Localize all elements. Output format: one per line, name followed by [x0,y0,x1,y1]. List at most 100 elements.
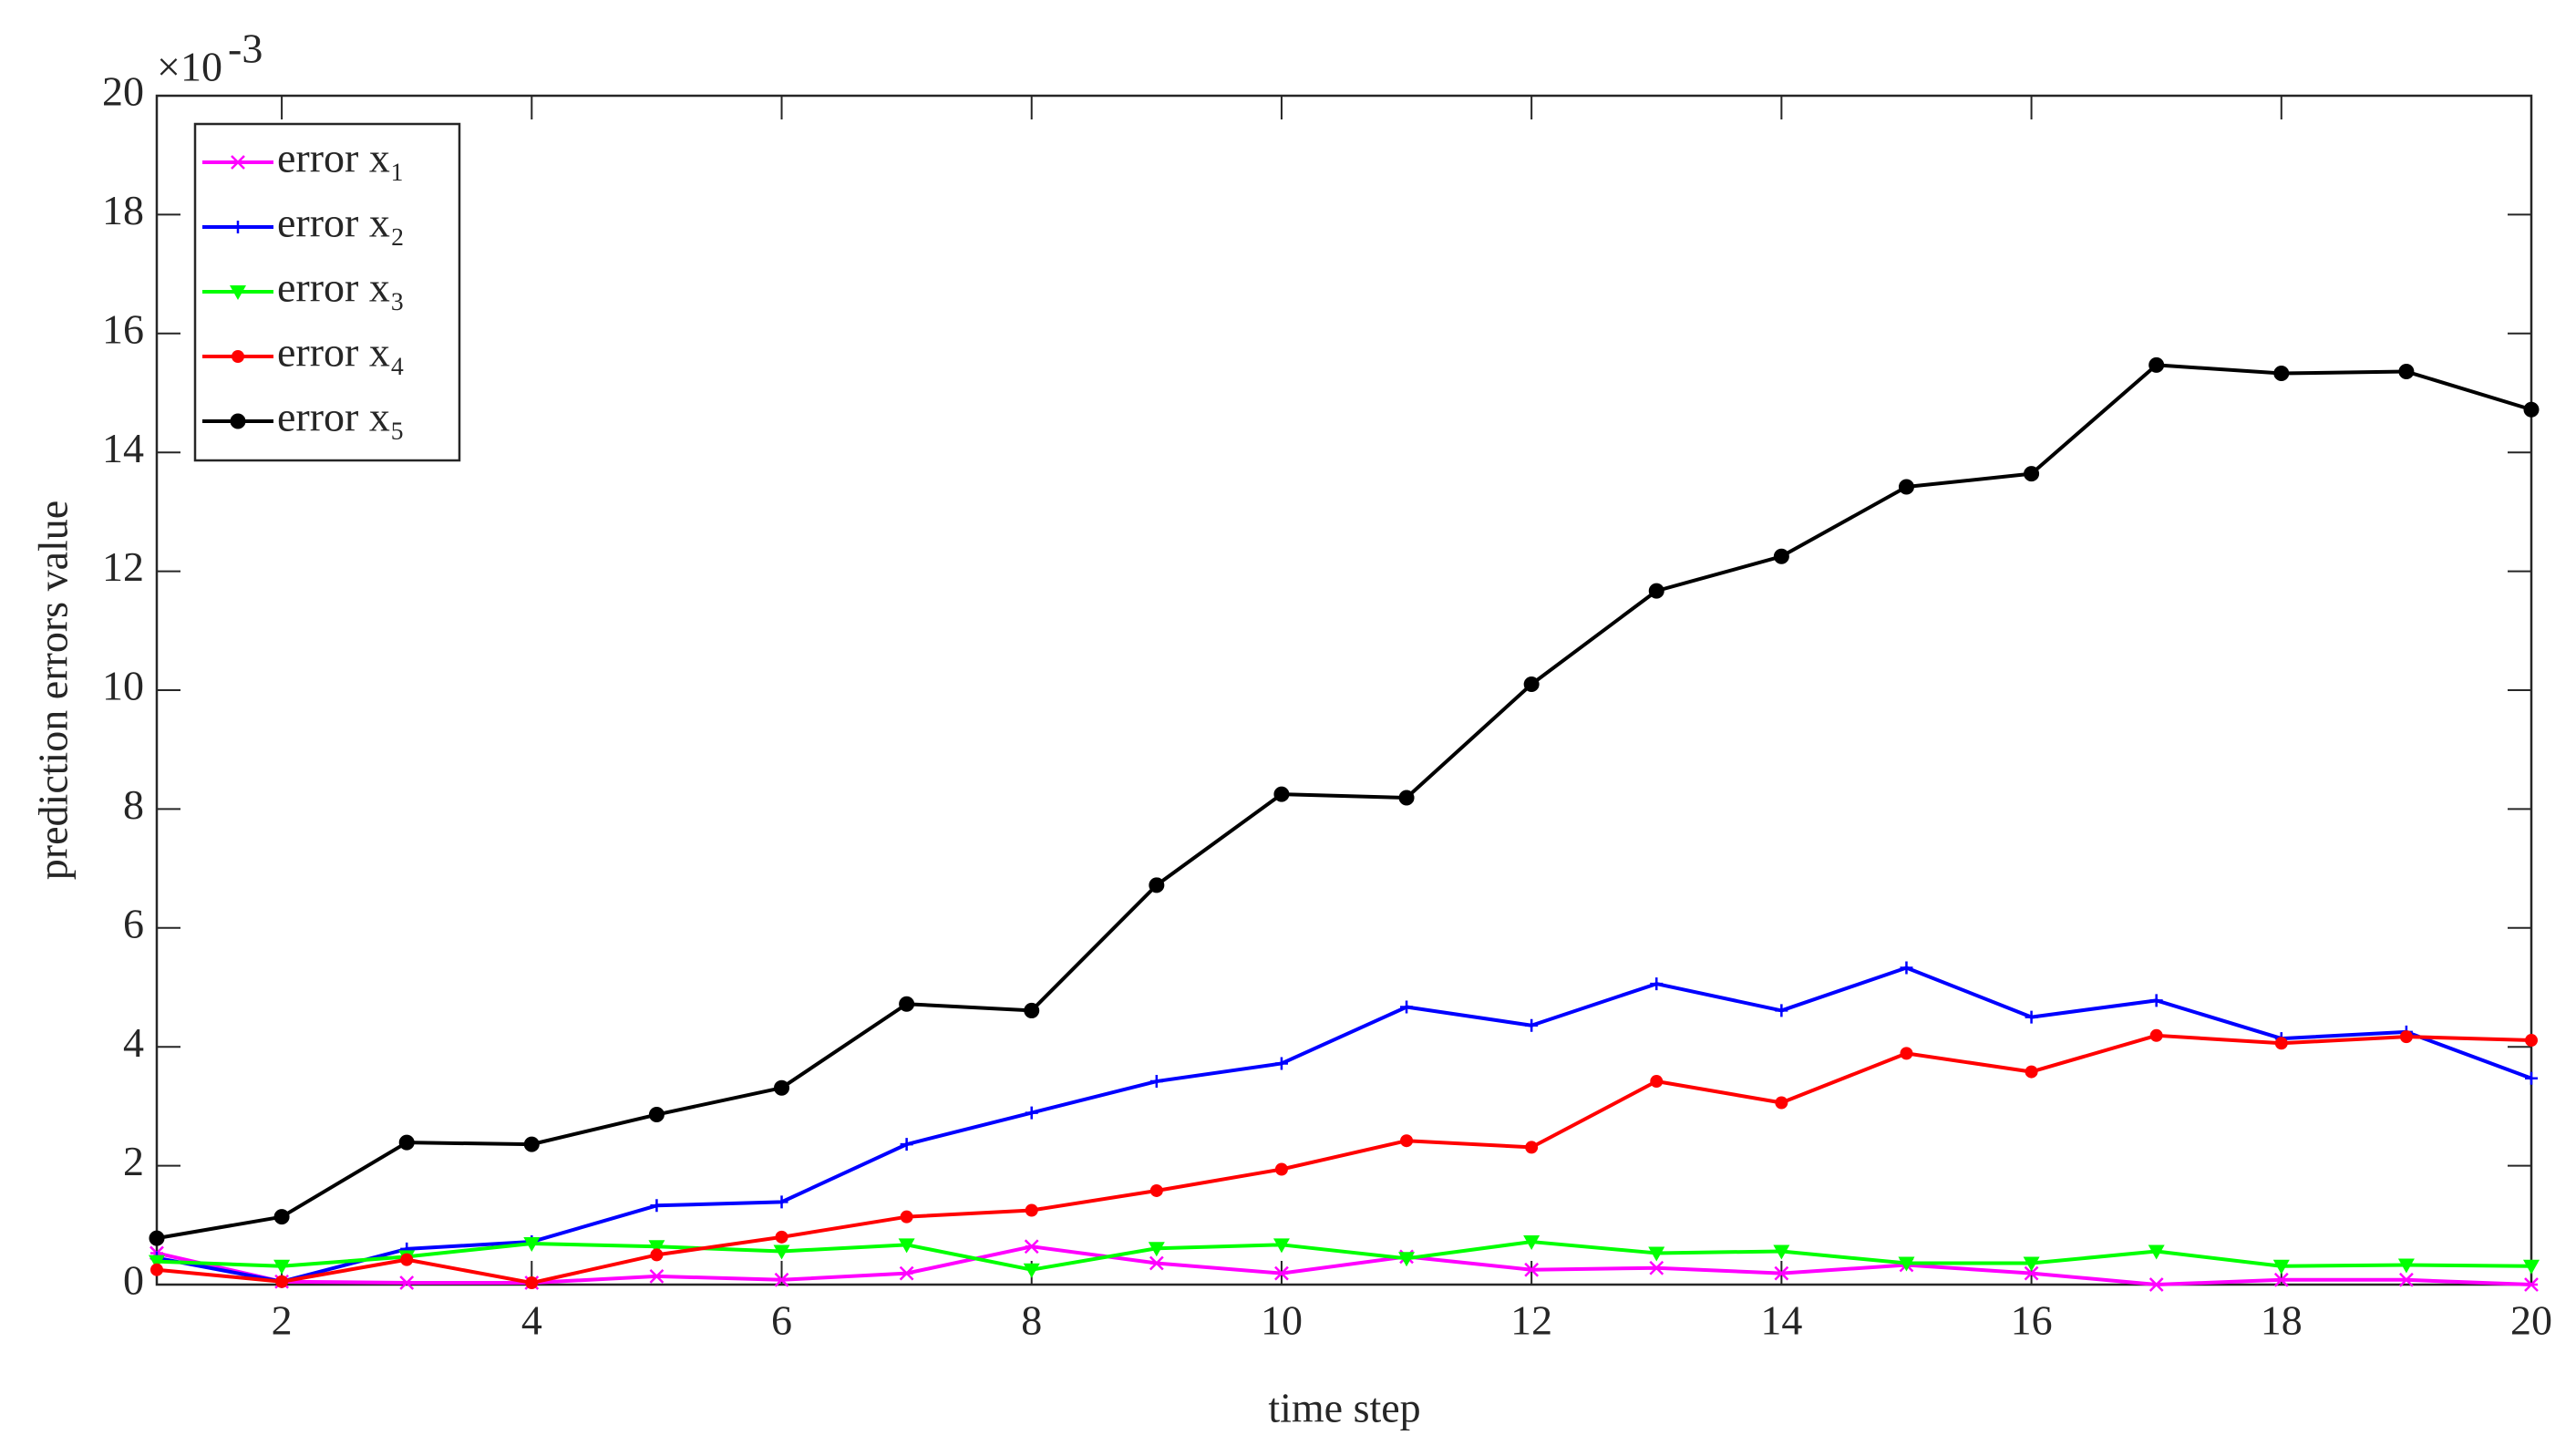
marker-shape [2525,1071,2538,1085]
marker-shape [898,1238,915,1254]
marker [1149,877,1165,893]
series-line [156,1033,2532,1286]
marker [2148,1277,2164,1292]
marker-shape [1649,1260,1664,1275]
marker-shape [1523,676,1540,692]
marker [1149,1255,1164,1271]
marker-shape [1025,1106,1038,1120]
marker [1274,1057,1288,1070]
marker [232,221,244,233]
y-tick-label: 6 [123,900,144,946]
marker-shape [400,1253,414,1266]
marker-shape [230,413,246,429]
marker-shape [2024,466,2040,482]
marker [1148,1242,1165,1257]
y-scale-exponent: -3 [228,26,263,72]
marker [2273,1272,2289,1287]
marker [1025,1106,1038,1120]
marker [523,1237,541,1253]
marker-shape [900,1210,913,1224]
x-tick-label: 14 [1760,1297,1802,1344]
marker [2523,401,2540,418]
y-scale-base: ×10 [157,44,222,90]
marker [2025,1065,2038,1079]
marker [2025,1010,2038,1024]
marker-shape [1023,1263,1040,1278]
marker [2272,1259,2290,1275]
y-tick-label: 12 [102,543,144,590]
marker-shape [398,1134,415,1151]
marker [773,1244,790,1260]
series-line [156,363,2532,1241]
marker-shape [1025,1203,1038,1217]
marker [648,1240,665,1255]
marker [1650,1075,1664,1089]
marker [899,996,915,1012]
marker-shape [648,1107,665,1123]
marker-shape [1149,1183,1163,1197]
marker [149,1230,165,1246]
x-tick-label: 2 [272,1297,293,1344]
marker [1400,1000,1414,1014]
marker [1274,1265,1289,1281]
marker [230,413,246,429]
marker-shape [1274,1162,1288,1176]
marker [2023,1256,2040,1272]
marker [2273,365,2290,381]
marker-shape [775,1195,788,1209]
marker [1024,1002,1040,1018]
marker [1900,1047,1913,1060]
y-tick-label: 16 [102,305,144,352]
marker-shape [1523,1235,1540,1251]
marker-shape [2024,1265,2039,1281]
marker [2523,1259,2540,1275]
marker [2525,1034,2538,1048]
y-tick-label: 18 [102,187,144,233]
marker-shape [230,285,246,300]
marker [1023,1263,1040,1278]
marker-shape [1024,1239,1039,1255]
marker-shape [1650,977,1664,991]
marker-shape [1898,1256,1915,1272]
marker-shape [1900,961,1913,975]
marker-shape [1525,1018,1539,1032]
marker-shape [523,1136,540,1152]
marker [523,1136,540,1152]
marker [1273,1238,1290,1254]
y-tick-label: 2 [123,1138,144,1184]
marker-shape [525,1276,539,1290]
x-tick-label: 10 [1261,1297,1303,1344]
y-tick-label: 20 [102,68,144,115]
marker [1648,583,1664,599]
x-tick-label: 6 [771,1297,792,1344]
series-line [156,966,2532,1284]
marker-shape [232,350,244,363]
legend-label: error x₅ [277,394,405,440]
marker-shape [1398,790,1415,806]
marker-shape [1273,1238,1290,1254]
marker-shape [231,155,245,170]
marker-shape [2025,1010,2038,1024]
marker [1775,1004,1788,1017]
marker [1775,1096,1788,1110]
marker-shape [1274,1265,1289,1281]
marker [774,1272,789,1287]
marker [900,1138,913,1151]
marker [273,1259,291,1275]
marker [2024,1265,2039,1281]
marker-shape [523,1237,541,1253]
marker [2524,1277,2539,1292]
marker-shape [2523,401,2540,418]
marker [2525,1071,2538,1085]
series-line [156,1240,2532,1272]
marker-shape [1149,1075,1163,1089]
marker [1774,1265,1789,1281]
marker-shape [1398,1252,1416,1267]
marker [1273,786,1290,802]
marker-shape [275,1275,289,1288]
marker [150,1263,163,1276]
marker [400,1253,414,1266]
marker [2024,466,2040,482]
marker-shape [232,221,244,233]
marker-shape [2273,365,2290,381]
